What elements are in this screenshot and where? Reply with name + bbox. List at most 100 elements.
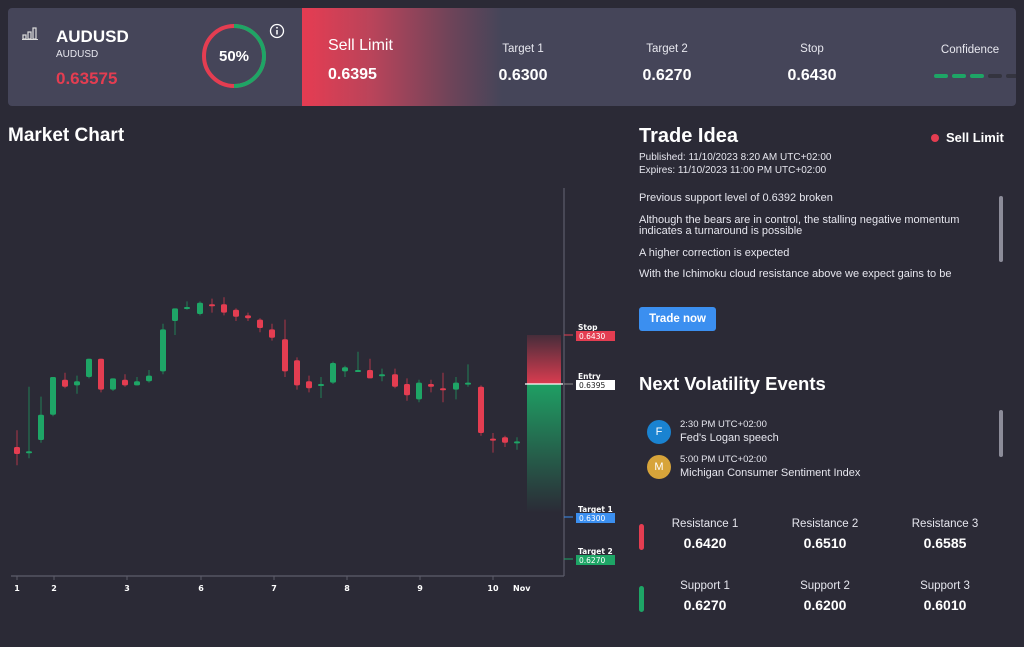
candle [392,368,398,389]
candle [233,308,239,321]
stop-stat: Stop 0.6430 [762,8,862,106]
candle [440,372,446,403]
candle [146,370,152,383]
confidence-stat: Confidence [912,8,1016,106]
trade-idea-scrollbar[interactable] [999,196,1003,262]
description-paragraph: A higher correction is expected [639,246,790,259]
candle [294,357,300,390]
stat-label: Stop [800,43,824,55]
level-price-label: 0.6430 [579,332,605,341]
candle [282,319,288,377]
candle [514,437,520,450]
candle [428,379,434,393]
x-tick-label: Nov [513,584,531,593]
trade-idea-description[interactable]: Previous support level of 0.6392 broken … [639,193,989,291]
candle [184,301,190,310]
candle [465,364,471,387]
symbol-subtitle: AUDUSD [56,49,99,60]
x-tick-label: 8 [344,584,350,593]
level-name-label: Stop [578,323,598,332]
confidence-label: Confidence [940,44,1000,56]
candle [257,318,263,333]
resistance-1: Resistance 1 0.6420 [645,518,765,551]
level-price-tag [576,380,615,390]
resistance-3: Resistance 3 0.6585 [885,518,1005,551]
candle [14,430,20,466]
market-chart[interactable]: 1 2 3 6 7 8 9 10 Nov Stop 0.6430 Entry 0.6395 Target … [0,160,630,600]
candle [367,358,373,379]
confidence-meter [934,74,1016,78]
x-tick-label: 7 [271,584,277,593]
x-tick-label: 9 [417,584,423,593]
order-type-block: Sell Limit 0.6395 [302,8,502,106]
candle [98,358,104,393]
candle [453,377,459,400]
info-icon[interactable] [269,23,285,39]
resistance-indicator [639,524,644,550]
published-date: Published: 11/10/2023 8:20 AM UTC+02:00 [639,152,832,163]
candle [318,377,324,398]
event-avatar: F [647,420,671,444]
event-name: Fed's Logan speech [680,432,779,444]
candle [269,323,275,341]
candle [74,375,80,394]
support-3: Support 3 0.6010 [885,580,1005,613]
current-price: 0.63575 [56,69,118,88]
level-label: Support 3 [920,580,970,592]
confidence-segment [970,74,984,78]
candle [221,297,227,316]
event-time: 2:30 PM UTC+02:00 [680,419,767,430]
support-2: Support 2 0.6200 [765,580,885,613]
reward-zone [527,384,561,513]
level-label: Resistance 1 [671,518,739,530]
market-chart-title: Market Chart [8,125,125,146]
confidence-segment [988,74,1002,78]
level-value: 0.6200 [803,597,847,613]
x-tick-label: 10 [487,584,499,593]
level-label: Resistance 3 [911,518,979,530]
candle [404,378,410,401]
gauge-percent: 50% [218,47,250,65]
trade-now-button[interactable]: Trade now [639,307,716,331]
level-value: 0.6420 [683,535,727,551]
symbol-block: AUDUSD AUDUSD 0.63575 50% [8,8,302,106]
candle [355,351,361,372]
candle [209,298,215,313]
trade-idea-title: Trade Idea [639,125,738,147]
resistance-2: Resistance 2 0.6510 [765,518,885,551]
stat-value: 0.6270 [642,67,692,84]
event-name: Michigan Consumer Sentiment Index [680,467,861,479]
candle [379,368,385,382]
candle [342,365,348,377]
expires-date: Expires: 11/10/2023 11:00 PM UTC+02:00 [639,164,827,176]
confidence-segment [952,74,966,78]
level-value: 0.6510 [803,535,847,551]
confidence-segment [934,74,948,78]
instrument-summary-bar: AUDUSD AUDUSD 0.63575 50% Sell Limit 0.6… [8,8,1016,106]
events-scrollbar[interactable] [999,410,1003,457]
badge-label: Sell Limit [946,130,1004,145]
sell-dot-icon [931,133,939,142]
x-tick-label: 6 [198,584,204,593]
description-paragraph: Previous support level of 0.6392 broken [639,193,833,204]
candle [62,372,68,389]
x-tick-label: 1 [14,584,20,593]
level-name-label: Target 1 [578,505,613,514]
level-value: 0.6270 [683,597,727,613]
event-time: 5:00 PM UTC+02:00 [680,454,767,465]
bar-chart-icon [22,27,38,40]
level-price-tag [576,555,615,565]
candle [197,301,203,316]
description-paragraph: With the Ichimoku cloud resistance above… [639,268,952,280]
level-value: 0.6585 [923,535,967,551]
candle [478,385,484,436]
level-label: Support 2 [800,580,850,592]
candle [26,386,32,459]
level-price-tag [576,331,615,341]
stat-label: Target 2 [646,43,688,55]
level-label: Support 1 [680,580,730,592]
stat-label: Target 1 [502,43,544,55]
x-tick-label: 2 [51,584,57,593]
support-1: Support 1 0.6270 [645,580,765,613]
